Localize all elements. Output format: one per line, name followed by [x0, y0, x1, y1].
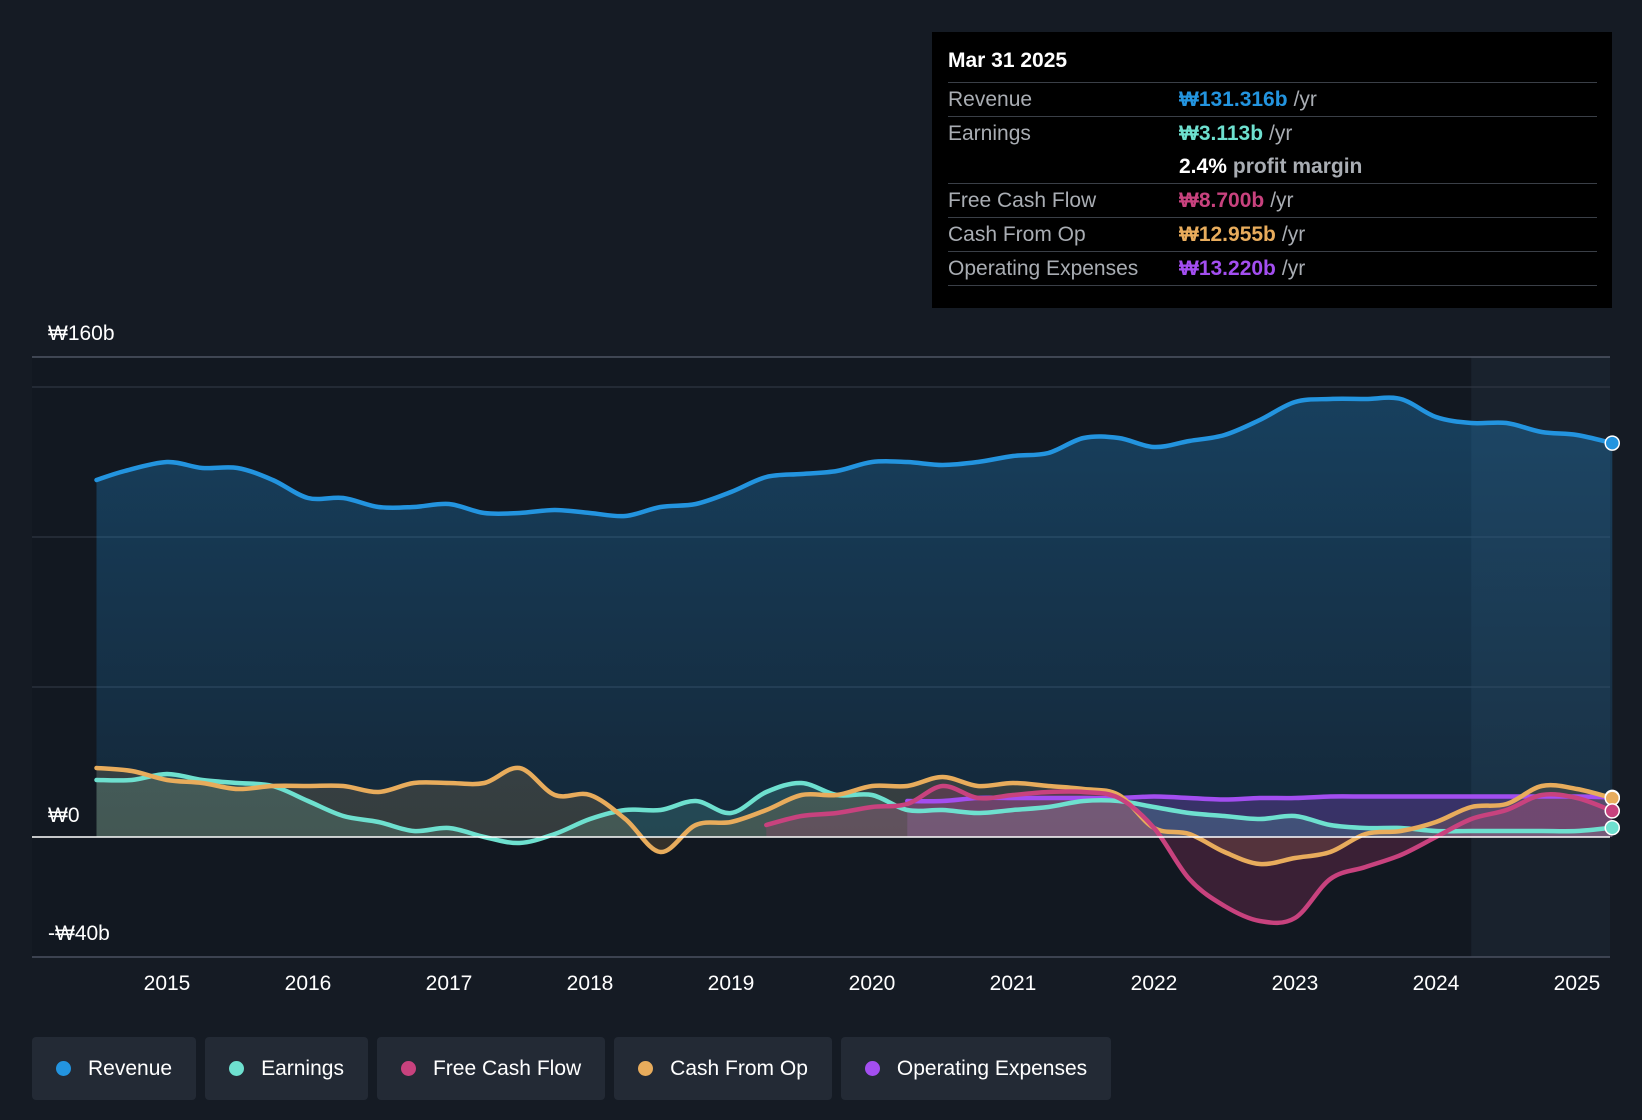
- cash-from-op-endpoint: [1604, 790, 1620, 806]
- free-cash-flow-line: [764, 783, 1615, 926]
- tooltip-value: ₩8.700b: [1179, 189, 1265, 212]
- legend-item-revenue[interactable]: Revenue: [32, 1037, 197, 1100]
- tooltip-unit: /yr: [1281, 223, 1306, 246]
- tooltip-unit: /yr: [1270, 189, 1294, 212]
- y-tick-label: -₩40b: [48, 922, 110, 945]
- x-tick-label: 2015: [144, 972, 191, 995]
- cash-from-op-dot-icon: [638, 1061, 654, 1076]
- tooltip-value: ₩12.955b: [1179, 223, 1276, 246]
- tooltip-unit: /yr: [1269, 122, 1293, 145]
- tooltip-row-revenue: Revenue ₩131.316b /yr: [948, 83, 1597, 117]
- y-tick-label: ₩0: [48, 804, 80, 827]
- operating-expenses-dot-icon: [864, 1061, 880, 1076]
- x-tick-label: 2018: [567, 972, 614, 995]
- tooltip-row-profit-margin: 2.4% profit margin: [948, 150, 1597, 184]
- x-tick-label: 2019: [708, 972, 755, 995]
- legend-item-operating-expenses[interactable]: Operating Expenses: [840, 1037, 1112, 1100]
- x-tick-label: 2017: [426, 972, 473, 995]
- tooltip-label: Cash From Op: [948, 223, 1086, 246]
- tooltip-row-cash-from-op: Cash From Op ₩12.955b /yr: [948, 218, 1597, 252]
- tooltip-value: ₩13.220b: [1179, 257, 1276, 280]
- operating-expenses-area: [907, 796, 1613, 837]
- free-cash-flow-area: [766, 785, 1613, 923]
- x-tick-label: 2020: [849, 972, 896, 995]
- legend: Revenue Earnings Free Cash Flow Cash Fro…: [32, 1037, 1120, 1100]
- free-cash-flow-dot-icon: [400, 1061, 416, 1076]
- x-tick-label: 2023: [1272, 972, 1319, 995]
- chart: ₩160b ₩0 -₩40b 2015 2016 2017 2018 2019 2020 202…: [32, 322, 1620, 995]
- y-tick-label: ₩160b: [48, 322, 115, 345]
- operating-expenses-line: [905, 794, 1615, 804]
- tooltip-label: Free Cash Flow: [948, 189, 1097, 212]
- tooltip-unit: /yr: [1293, 88, 1317, 111]
- free-cash-flow-endpoint: [1604, 803, 1620, 819]
- legend-label: Revenue: [88, 1056, 173, 1080]
- tooltip-label: [948, 150, 1179, 183]
- tooltip-row-earnings: Earnings ₩3.113b /yr: [948, 117, 1597, 150]
- tooltip-value: ₩3.113b: [1179, 122, 1264, 145]
- legend-label: Earnings: [261, 1056, 344, 1080]
- revenue-endpoint: [1604, 435, 1620, 451]
- x-tick-label: 2022: [1131, 972, 1178, 995]
- tooltip-unit: /yr: [1281, 257, 1306, 280]
- legend-label: Free Cash Flow: [432, 1056, 582, 1080]
- cash-from-op-line: [94, 765, 1615, 867]
- earnings-line: [94, 771, 1615, 846]
- cash-from-op-area: [96, 767, 1613, 865]
- revenue-area: [96, 397, 1613, 837]
- tooltip-row-free-cash-flow: Free Cash Flow ₩8.700b /yr: [948, 184, 1597, 218]
- tooltip: Mar 31 2025 Revenue ₩131.316b /yr Earnin…: [932, 32, 1612, 308]
- revenue-line: [94, 395, 1615, 519]
- x-tick-label: 2016: [285, 972, 332, 995]
- legend-label: Operating Expenses: [896, 1056, 1088, 1080]
- legend-item-free-cash-flow[interactable]: Free Cash Flow: [376, 1037, 606, 1100]
- tooltip-row-operating-expenses: Operating Expenses ₩13.220b /yr: [948, 252, 1597, 286]
- earnings-dot-icon: [229, 1061, 245, 1076]
- x-tick-label: 2024: [1413, 972, 1460, 995]
- legend-item-cash-from-op[interactable]: Cash From Op: [614, 1037, 832, 1100]
- tooltip-value: ₩131.316b: [1179, 88, 1288, 111]
- tooltip-label: Earnings: [948, 122, 1031, 145]
- x-tick-label: 2025: [1554, 972, 1601, 995]
- x-tick-label: 2021: [990, 972, 1037, 995]
- tooltip-label: Revenue: [948, 88, 1033, 111]
- tooltip-unit: profit margin: [1232, 155, 1363, 178]
- revenue-dot-icon: [56, 1061, 71, 1076]
- legend-label: Cash From Op: [670, 1056, 808, 1080]
- tooltip-date: Mar 31 2025: [948, 46, 1597, 83]
- earnings-endpoint: [1604, 819, 1620, 836]
- tooltip-value: 2.4%: [1179, 155, 1227, 178]
- tooltip-label: Operating Expenses: [948, 257, 1139, 280]
- legend-item-earnings[interactable]: Earnings: [205, 1037, 368, 1100]
